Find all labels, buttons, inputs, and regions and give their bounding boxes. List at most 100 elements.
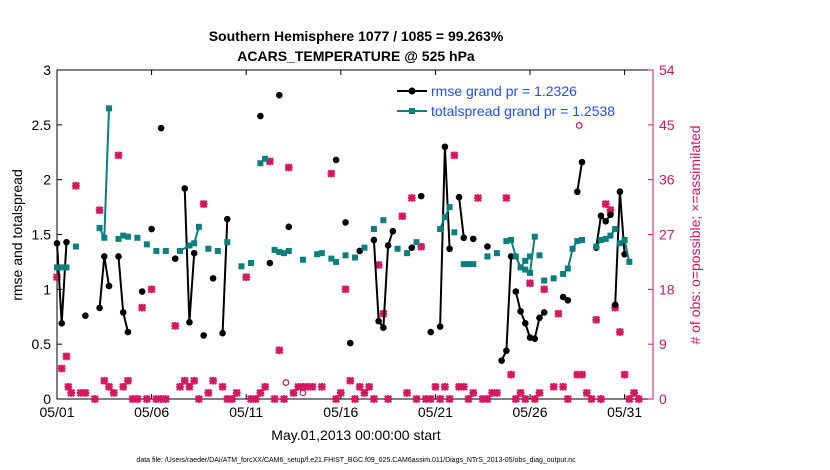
obs-assimilated-glyph bbox=[64, 382, 73, 391]
totalspread-point bbox=[441, 213, 448, 220]
totalspread-point bbox=[503, 238, 510, 245]
totalspread-point bbox=[63, 264, 70, 271]
rmse-line bbox=[458, 197, 465, 238]
obs-assimilated-glyph bbox=[280, 395, 289, 403]
obs-assimilated-marker bbox=[327, 169, 336, 178]
chart-title-line1: Southern Hemisphere 1077 / 1085 = 99.263… bbox=[209, 28, 504, 44]
totalspread-point bbox=[72, 243, 79, 250]
obs-assimilated-marker bbox=[232, 388, 241, 397]
y-axis-right-label: # of obs: o=possible; ×=assimilated bbox=[687, 125, 703, 344]
rmse-point bbox=[346, 339, 354, 347]
rmse-point bbox=[375, 317, 382, 325]
obs-assimilated-marker bbox=[502, 193, 511, 202]
obs-assimilated-glyph bbox=[327, 169, 336, 178]
x-tick-label: 05/31 bbox=[607, 404, 642, 420]
totalspread-point bbox=[238, 263, 245, 270]
obs-assimilated-glyph bbox=[185, 382, 194, 391]
obs-assimilated-glyph bbox=[109, 388, 118, 397]
obs-assimilated-glyph bbox=[540, 285, 549, 294]
obs-assimilated-marker bbox=[114, 151, 123, 160]
rmse-point bbox=[540, 309, 548, 316]
totalspread-point bbox=[512, 253, 519, 260]
obs-assimilated-marker bbox=[535, 388, 544, 397]
obs-assimilated-marker bbox=[407, 193, 416, 202]
obs-assimilated-marker bbox=[138, 303, 147, 312]
totalspread-point bbox=[96, 224, 103, 231]
obs-assimilated-marker bbox=[587, 395, 596, 403]
obs-assimilated-marker bbox=[526, 279, 534, 288]
obs-assimilated-marker bbox=[365, 382, 374, 391]
totalspread-point bbox=[134, 234, 141, 241]
obs-assimilated-glyph bbox=[450, 151, 459, 160]
plot-area bbox=[56, 69, 654, 400]
obs-assimilated-marker bbox=[469, 388, 478, 397]
obs-assimilated-glyph bbox=[559, 382, 568, 391]
totalspread-point bbox=[333, 258, 340, 265]
obs-assimilated-glyph bbox=[365, 382, 374, 391]
obs-assimilated-marker bbox=[251, 395, 260, 403]
obs-assimilated-marker bbox=[483, 395, 492, 403]
obs-assimilated-glyph bbox=[223, 395, 232, 403]
totalspread-point bbox=[451, 229, 458, 236]
obs-assimilated-glyph bbox=[417, 242, 426, 251]
rmse-point bbox=[455, 193, 463, 201]
totalspread-point bbox=[153, 247, 160, 254]
rmse-point bbox=[597, 212, 605, 220]
obs-assimilated-marker bbox=[530, 395, 539, 403]
rmse-point bbox=[157, 124, 165, 132]
totalspread-point bbox=[460, 261, 467, 268]
obs-assimilated-glyph bbox=[587, 395, 596, 403]
obs-assimilated-glyph bbox=[360, 388, 369, 397]
obs-assimilated-marker bbox=[317, 382, 326, 391]
y-left-tick-label: 2 bbox=[43, 172, 51, 188]
obs-assimilated-marker bbox=[53, 273, 61, 282]
rmse-point bbox=[512, 288, 520, 295]
rmse-point bbox=[115, 253, 122, 260]
rmse-point bbox=[148, 225, 155, 233]
totalspread-point bbox=[484, 253, 491, 260]
obs-assimilated-glyph bbox=[351, 395, 359, 403]
obs-assimilated-marker bbox=[265, 157, 274, 166]
totalspread-point bbox=[318, 250, 325, 257]
rmse-point bbox=[209, 275, 217, 282]
rmse-point bbox=[574, 188, 581, 196]
totalspread-point bbox=[191, 240, 198, 247]
obs-assimilated-glyph bbox=[76, 388, 85, 397]
totalspread-point bbox=[205, 245, 212, 252]
obs-assimilated-marker bbox=[133, 395, 142, 403]
obs-assimilated-marker bbox=[270, 395, 279, 403]
obs-assimilated-marker bbox=[194, 395, 203, 403]
rmse-point bbox=[503, 347, 510, 355]
obs-assimilated-glyph bbox=[374, 260, 383, 269]
totalspread-point bbox=[186, 242, 193, 249]
obs-assimilated-glyph bbox=[384, 395, 393, 403]
obs-assimilated-glyph bbox=[549, 382, 558, 391]
obs-assimilated-glyph bbox=[161, 395, 170, 403]
y-right-tick-label: 18 bbox=[659, 281, 675, 297]
obs-assimilated-marker bbox=[209, 376, 218, 385]
obs-assimilated-marker bbox=[228, 395, 236, 403]
obs-assimilated-marker bbox=[180, 376, 189, 385]
obs-assimilated-glyph bbox=[530, 395, 539, 403]
totalspread-point bbox=[54, 264, 60, 271]
obs-assimilated-glyph bbox=[369, 395, 378, 403]
obs-assimilated-glyph bbox=[128, 395, 137, 403]
y-right-tick-label: 45 bbox=[659, 117, 675, 133]
obs-assimilated-glyph bbox=[526, 279, 534, 288]
obs-assimilated-marker bbox=[284, 163, 293, 172]
rmse-point bbox=[138, 288, 146, 295]
obs-assimilated-glyph bbox=[341, 285, 350, 294]
totalspread-point bbox=[101, 234, 108, 241]
obs-assimilated-glyph bbox=[606, 206, 615, 215]
obs-assimilated-glyph bbox=[464, 395, 473, 403]
x-tick-label: 05/01 bbox=[39, 404, 74, 420]
rmse-point bbox=[517, 307, 524, 315]
rmse-point bbox=[82, 312, 89, 319]
obs-assimilated-glyph bbox=[138, 303, 147, 312]
obs-assimilated-marker bbox=[516, 388, 525, 397]
obs-assimilated-glyph bbox=[398, 212, 407, 221]
obs-assimilated-glyph bbox=[90, 395, 99, 403]
obs-assimilated-marker bbox=[57, 364, 66, 373]
x-tick-label: 05/21 bbox=[418, 404, 453, 420]
obs-assimilated-marker bbox=[81, 388, 90, 397]
